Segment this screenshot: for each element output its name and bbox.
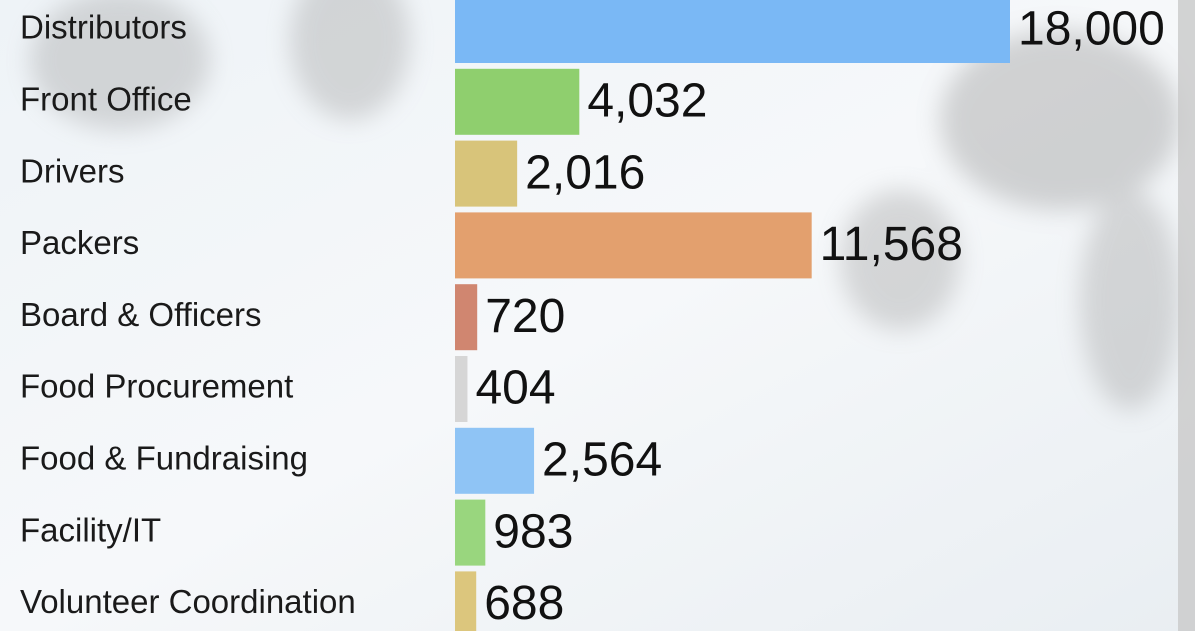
category-label: Food & Fundraising: [20, 440, 308, 477]
edge-strip: [1178, 0, 1195, 631]
category-label: Board & Officers: [20, 296, 262, 333]
category-label: Front Office: [20, 81, 192, 118]
category-label: Facility/IT: [20, 511, 161, 548]
bar: [455, 571, 477, 631]
bar: [455, 499, 486, 566]
value-label: 2,016: [525, 146, 645, 199]
value-label: 983: [493, 505, 573, 558]
value-label: 720: [485, 290, 565, 343]
value-label: 404: [475, 362, 555, 415]
bar: [455, 140, 518, 207]
category-label: Volunteer Coordination: [20, 583, 356, 620]
value-label: 18,000: [1018, 3, 1165, 56]
category-label: Packers: [20, 224, 139, 261]
background-hands: [30, 0, 1180, 410]
bar: [455, 212, 812, 279]
category-label: Drivers: [20, 152, 125, 189]
category-label: Food Procurement: [20, 368, 293, 405]
value-label: 2,564: [542, 433, 662, 486]
bar: [455, 284, 478, 351]
value-label: 688: [484, 577, 564, 630]
bar: [455, 0, 1010, 63]
bar: [455, 68, 580, 135]
bar: [455, 427, 535, 494]
bar: [455, 356, 468, 422]
value-label: 4,032: [587, 74, 707, 127]
category-label: Distributors: [20, 9, 187, 46]
value-label: 11,568: [820, 218, 963, 271]
